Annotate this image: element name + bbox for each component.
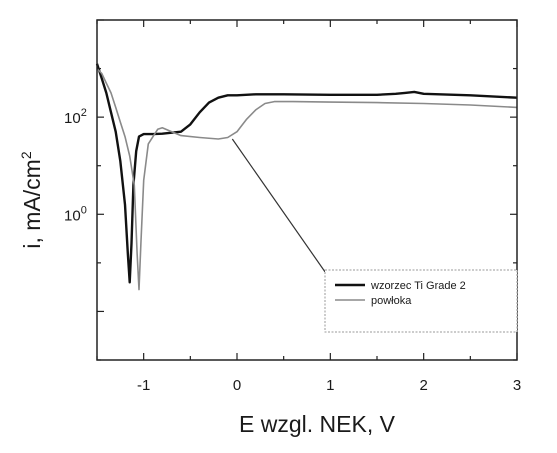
legend-label-2: powłoka bbox=[371, 295, 412, 307]
x-tick-label: -1 bbox=[137, 377, 150, 394]
series-line-2 bbox=[96, 68, 518, 291]
series-line-1 bbox=[95, 63, 518, 284]
y-axis-title: i, mA/cm2 bbox=[18, 151, 45, 248]
annotation-layer bbox=[231, 138, 331, 280]
y-tick-label-exponent: 0 bbox=[81, 204, 87, 216]
legend: wzorzec Ti Grade 2 powłoka bbox=[324, 269, 518, 333]
x-axis-title: E wzgl. NEK, V bbox=[239, 411, 396, 437]
axes: -1 0 1 2 3 102 100 E wzgl. NEK, V i, mA/cm2 bbox=[18, 19, 521, 437]
x-tick-label: 3 bbox=[513, 377, 521, 394]
annotation-pointer-line bbox=[231, 138, 331, 280]
legend-label-1: wzorzec Ti Grade 2 bbox=[370, 280, 466, 292]
plot-frame bbox=[96, 19, 518, 361]
series-layer bbox=[95, 63, 518, 291]
y-tick-label: 100 bbox=[64, 204, 87, 224]
x-tick-label: 2 bbox=[419, 377, 427, 394]
y-tick-label: 102 bbox=[64, 107, 87, 127]
y-axis-title-exponent: 2 bbox=[18, 151, 34, 159]
x-tick-label: 1 bbox=[326, 377, 334, 394]
legend-box bbox=[324, 269, 518, 333]
x-tick-label: 0 bbox=[233, 377, 241, 394]
y-tick-label-exponent: 2 bbox=[81, 107, 87, 119]
